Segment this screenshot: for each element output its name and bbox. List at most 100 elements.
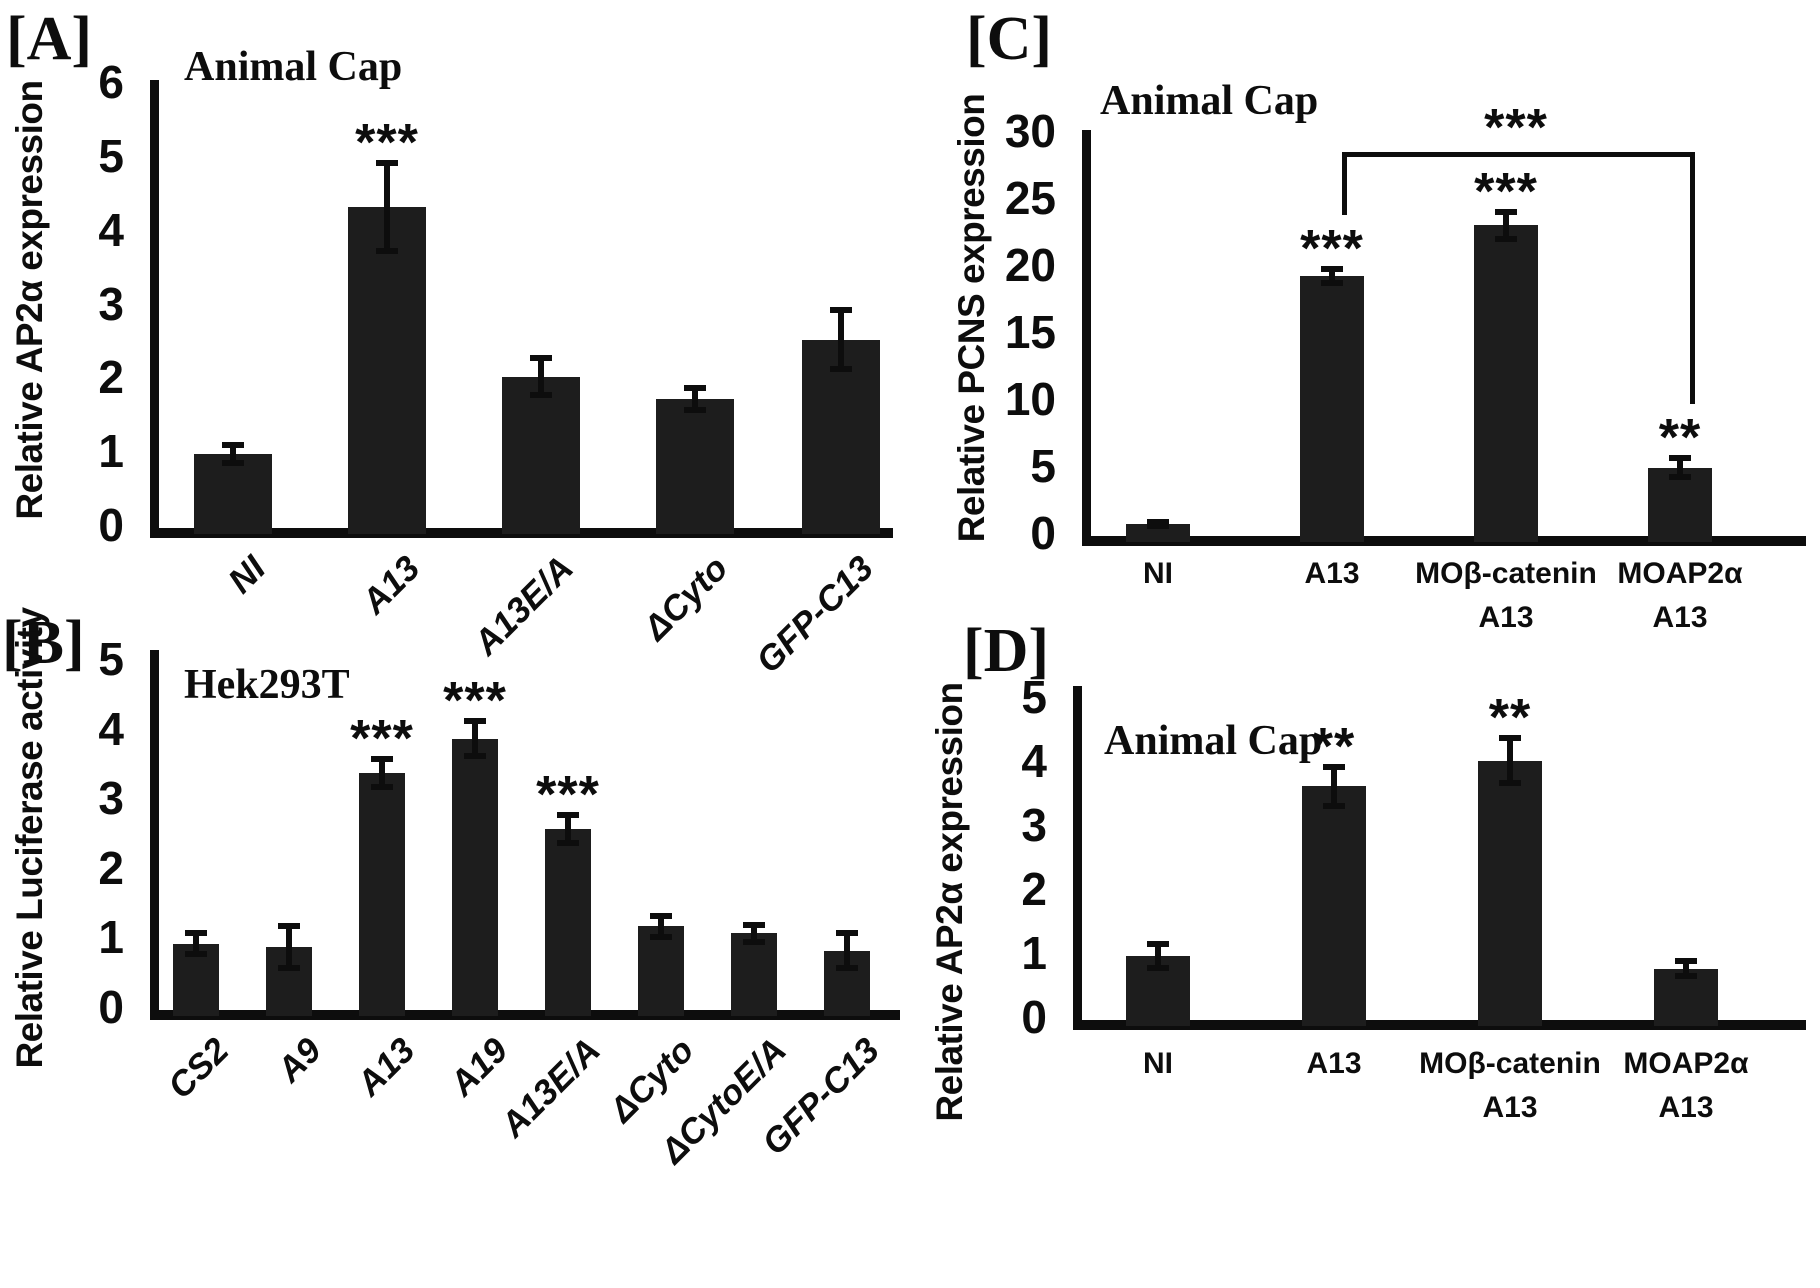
- panelB-bar-a13: [359, 773, 405, 1016]
- panelD-bar-a13: [1302, 786, 1366, 1026]
- panelA-errbar-capbot-cyto: [684, 407, 706, 413]
- y-tick-C-0: 0: [1030, 507, 1056, 559]
- y-tick-D-1: 1: [1021, 927, 1047, 979]
- chart-title-C: Animal Cap: [1100, 78, 1319, 124]
- panelB-sig-a13e-a: ***: [536, 766, 600, 824]
- panelA-errbar-stem-a13: [384, 163, 390, 252]
- panelC-bar-ni: [1126, 524, 1190, 542]
- panelB-errbar-stem-a9: [286, 926, 292, 968]
- panelB-errbar-capbot-a13: [371, 784, 393, 790]
- y-tick-B-2: 2: [98, 842, 124, 894]
- panelA-xlabel-gfp-c13: GFP-C13: [749, 548, 882, 681]
- panelA-errbar-captop-a13e-a: [530, 355, 552, 361]
- panelC-bar-moap2-a13: [1648, 468, 1712, 542]
- panelD-xlabel-ni: NI: [1143, 1047, 1173, 1080]
- y-tick-C-30: 30: [1004, 105, 1056, 157]
- panelA-xlabel-a13e-a: A13E/A: [466, 548, 582, 663]
- y-tick-A-4: 4: [98, 204, 124, 256]
- panelB-xlabel-a9: A9: [269, 1030, 330, 1090]
- panelB-errbar-captop-cyto: [650, 913, 672, 919]
- panelB-bar-cytoe-a: [731, 933, 777, 1016]
- panelC-errbar-captop-mo-catenin-a13: [1495, 209, 1517, 215]
- panelC-bracket-top: [1342, 152, 1695, 157]
- y-tick-A-0: 0: [98, 499, 124, 551]
- panel-label-D: [D]: [963, 617, 1050, 685]
- panelB-bar-a13e-a: [545, 829, 591, 1016]
- panelA-errbar-stem-a13e-a: [538, 358, 544, 395]
- panelB-errbar-captop-a9: [278, 923, 300, 929]
- panelB-sig-a19: ***: [443, 672, 507, 730]
- y-tick-A-2: 2: [98, 351, 124, 403]
- panelC-xlabel-a13: A13: [1304, 557, 1360, 590]
- y-tick-C-5: 5: [1030, 440, 1056, 492]
- chart-title-D: Animal Cap: [1104, 718, 1323, 764]
- panelC-xlabel-moap2-a13: MOAP2α A13: [1617, 557, 1743, 634]
- y-tick-D-2: 2: [1021, 863, 1047, 915]
- panelB-sig-a13: ***: [350, 710, 414, 768]
- panelB-errbar-stem-cytoe-a: [751, 925, 757, 942]
- panelC-errbar-capbot-moap2-a13: [1669, 474, 1691, 480]
- y-axis-line-D: [1073, 686, 1082, 1030]
- panelA-errbar-stem-gfp-c13: [838, 310, 844, 369]
- panelA-errbar-stem-ni: [230, 445, 236, 463]
- panelC-errbar-captop-ni: [1147, 519, 1169, 525]
- panelB-errbar-capbot-a19: [464, 753, 486, 759]
- panelA-bar-cyto: [656, 399, 734, 534]
- panelD-errbar-stem-mo-catenin-a13: [1507, 738, 1513, 783]
- panelB-errbar-captop-cs2: [185, 930, 207, 936]
- panelB-errbar-capbot-gfp-c13: [836, 965, 858, 971]
- panelB-errbar-capbot-a9: [278, 965, 300, 971]
- y-tick-C-20: 20: [1004, 239, 1056, 291]
- y-tick-C-15: 15: [1004, 306, 1056, 358]
- y-tick-B-0: 0: [98, 981, 124, 1033]
- panelD-sig-a13: **: [1312, 718, 1356, 776]
- panelA-xlabel-cyto: ΔCyto: [635, 548, 736, 648]
- panelC-sig-mo-catenin-a13: ***: [1474, 163, 1538, 221]
- panelD-errbar-capbot-a13: [1323, 803, 1345, 809]
- panelD-errbar-stem-a13: [1331, 767, 1337, 805]
- panelB-bar-cyto: [638, 926, 684, 1016]
- panelC-bracket-sig: ***: [1484, 99, 1548, 157]
- panelB-errbar-capbot-a13e-a: [557, 840, 579, 846]
- panelA-errbar-stem-cyto: [692, 388, 698, 410]
- panelA-errbar-capbot-a13: [376, 248, 398, 254]
- panelD-errbar-capbot-ni: [1147, 965, 1169, 971]
- y-tick-B-3: 3: [98, 772, 124, 824]
- y-tick-B-4: 4: [98, 703, 124, 755]
- panelD-errbar-capbot-mo-catenin-a13: [1499, 780, 1521, 786]
- x-axis-line-C: [1082, 536, 1806, 546]
- panelD-errbar-captop-moap2-a13: [1675, 958, 1697, 964]
- panelB-xlabel-a19: A19: [442, 1030, 516, 1104]
- x-axis-line-B: [150, 1010, 900, 1020]
- panelC-bar-a13: [1300, 276, 1364, 542]
- panelB-errbar-capbot-cyto: [650, 934, 672, 940]
- panel-label-A: [A]: [6, 5, 93, 73]
- panelA-xlabel-a13: A13: [354, 548, 428, 622]
- panelB-errbar-captop-cytoe-a: [743, 922, 765, 928]
- panelD-bar-mo-catenin-a13: [1478, 761, 1542, 1026]
- panelA-errbar-captop-gfp-c13: [830, 307, 852, 313]
- panelA-bar-gfp-c13: [802, 340, 880, 534]
- panelB-errbar-captop-gfp-c13: [836, 930, 858, 936]
- panelD-errbar-captop-mo-catenin-a13: [1499, 735, 1521, 741]
- panelA-errbar-capbot-gfp-c13: [830, 366, 852, 372]
- y-tick-D-4: 4: [1021, 735, 1047, 787]
- panelB-errbar-stem-a19: [472, 721, 478, 756]
- y-axis-line-C: [1082, 130, 1091, 546]
- panelB-errbar-stem-gfp-c13: [844, 933, 850, 968]
- panelD-sig-mo-catenin-a13: **: [1488, 689, 1532, 747]
- x-axis-line-D: [1073, 1020, 1806, 1030]
- panelD-errbar-captop-ni: [1147, 941, 1169, 947]
- panelD-xlabel-a13: A13: [1306, 1047, 1362, 1080]
- panelC-errbar-captop-moap2-a13: [1669, 455, 1691, 461]
- panelB-errbar-stem-cyto: [658, 916, 664, 937]
- panelC-bracket-drop-left: [1342, 152, 1347, 215]
- panelA-sig-a13: ***: [355, 114, 419, 172]
- y-tick-C-25: 25: [1004, 172, 1056, 224]
- panelD-errbar-stem-ni: [1155, 944, 1161, 967]
- panelC-errbar-capbot-a13: [1321, 280, 1343, 286]
- panelB-errbar-captop-a13: [371, 756, 393, 762]
- y-tick-A-3: 3: [98, 278, 124, 330]
- panelB-xlabel-a13e-a: A13E/A: [493, 1030, 609, 1145]
- chart-title-B: Hek293T: [184, 662, 350, 708]
